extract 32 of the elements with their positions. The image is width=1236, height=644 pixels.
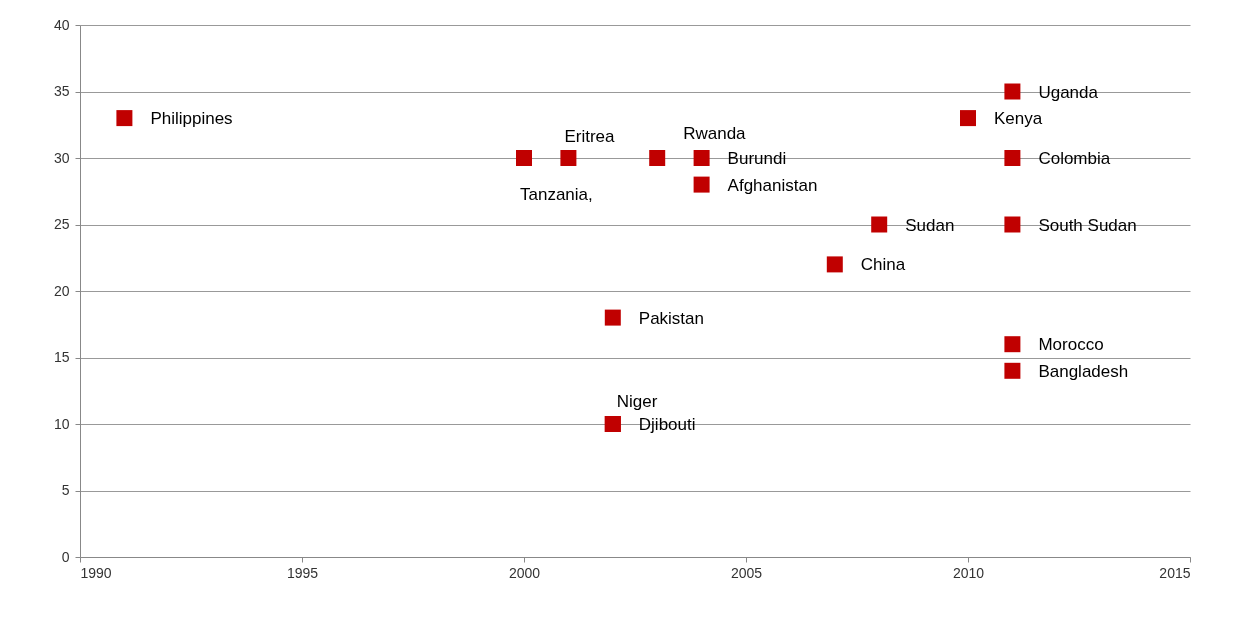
annotation: Tanzania,	[520, 185, 593, 204]
annotation: Afghanistan	[727, 175, 818, 195]
x-tick-label: 2000	[508, 564, 541, 581]
annotation: Bangladesh	[1038, 361, 1129, 381]
annotation: Niger	[616, 392, 658, 411]
y-tick-label: 5	[61, 482, 70, 498]
x-tick-label: 1990	[80, 564, 112, 581]
x-tick-label: 2015	[1159, 564, 1191, 581]
annotation: Uganda	[1038, 82, 1099, 102]
annotation: Colombia	[1038, 149, 1111, 168]
annotation: South Sudan	[1038, 215, 1137, 235]
annotation: Pakistan	[638, 308, 704, 328]
annotation: Kenya	[994, 109, 1043, 129]
annotation: China	[860, 255, 906, 275]
annotation: Eritrea	[564, 127, 616, 146]
annotation: Rwanda	[683, 124, 747, 143]
y-tick-label: 15	[53, 349, 70, 365]
y-tick-label: 0	[61, 548, 70, 565]
x-tick-label: 1995	[286, 564, 319, 581]
annotation: Philippines	[150, 109, 233, 129]
y-tick-label: 30	[53, 149, 70, 166]
annotation: Morocco	[1038, 335, 1104, 355]
y-tick-label: 10	[53, 415, 70, 432]
y-tick-label: 35	[53, 83, 70, 99]
annotation: Djibouti	[638, 415, 696, 434]
y-tick-label: 40	[53, 16, 70, 33]
annotation: Sudan	[905, 215, 955, 235]
x-tick-label: 2010	[952, 564, 985, 581]
y-tick-label: 20	[53, 282, 70, 299]
y-tick-label: 25	[53, 216, 70, 232]
annotation: Burundi	[727, 149, 787, 168]
x-tick-label: 2005	[730, 564, 763, 581]
